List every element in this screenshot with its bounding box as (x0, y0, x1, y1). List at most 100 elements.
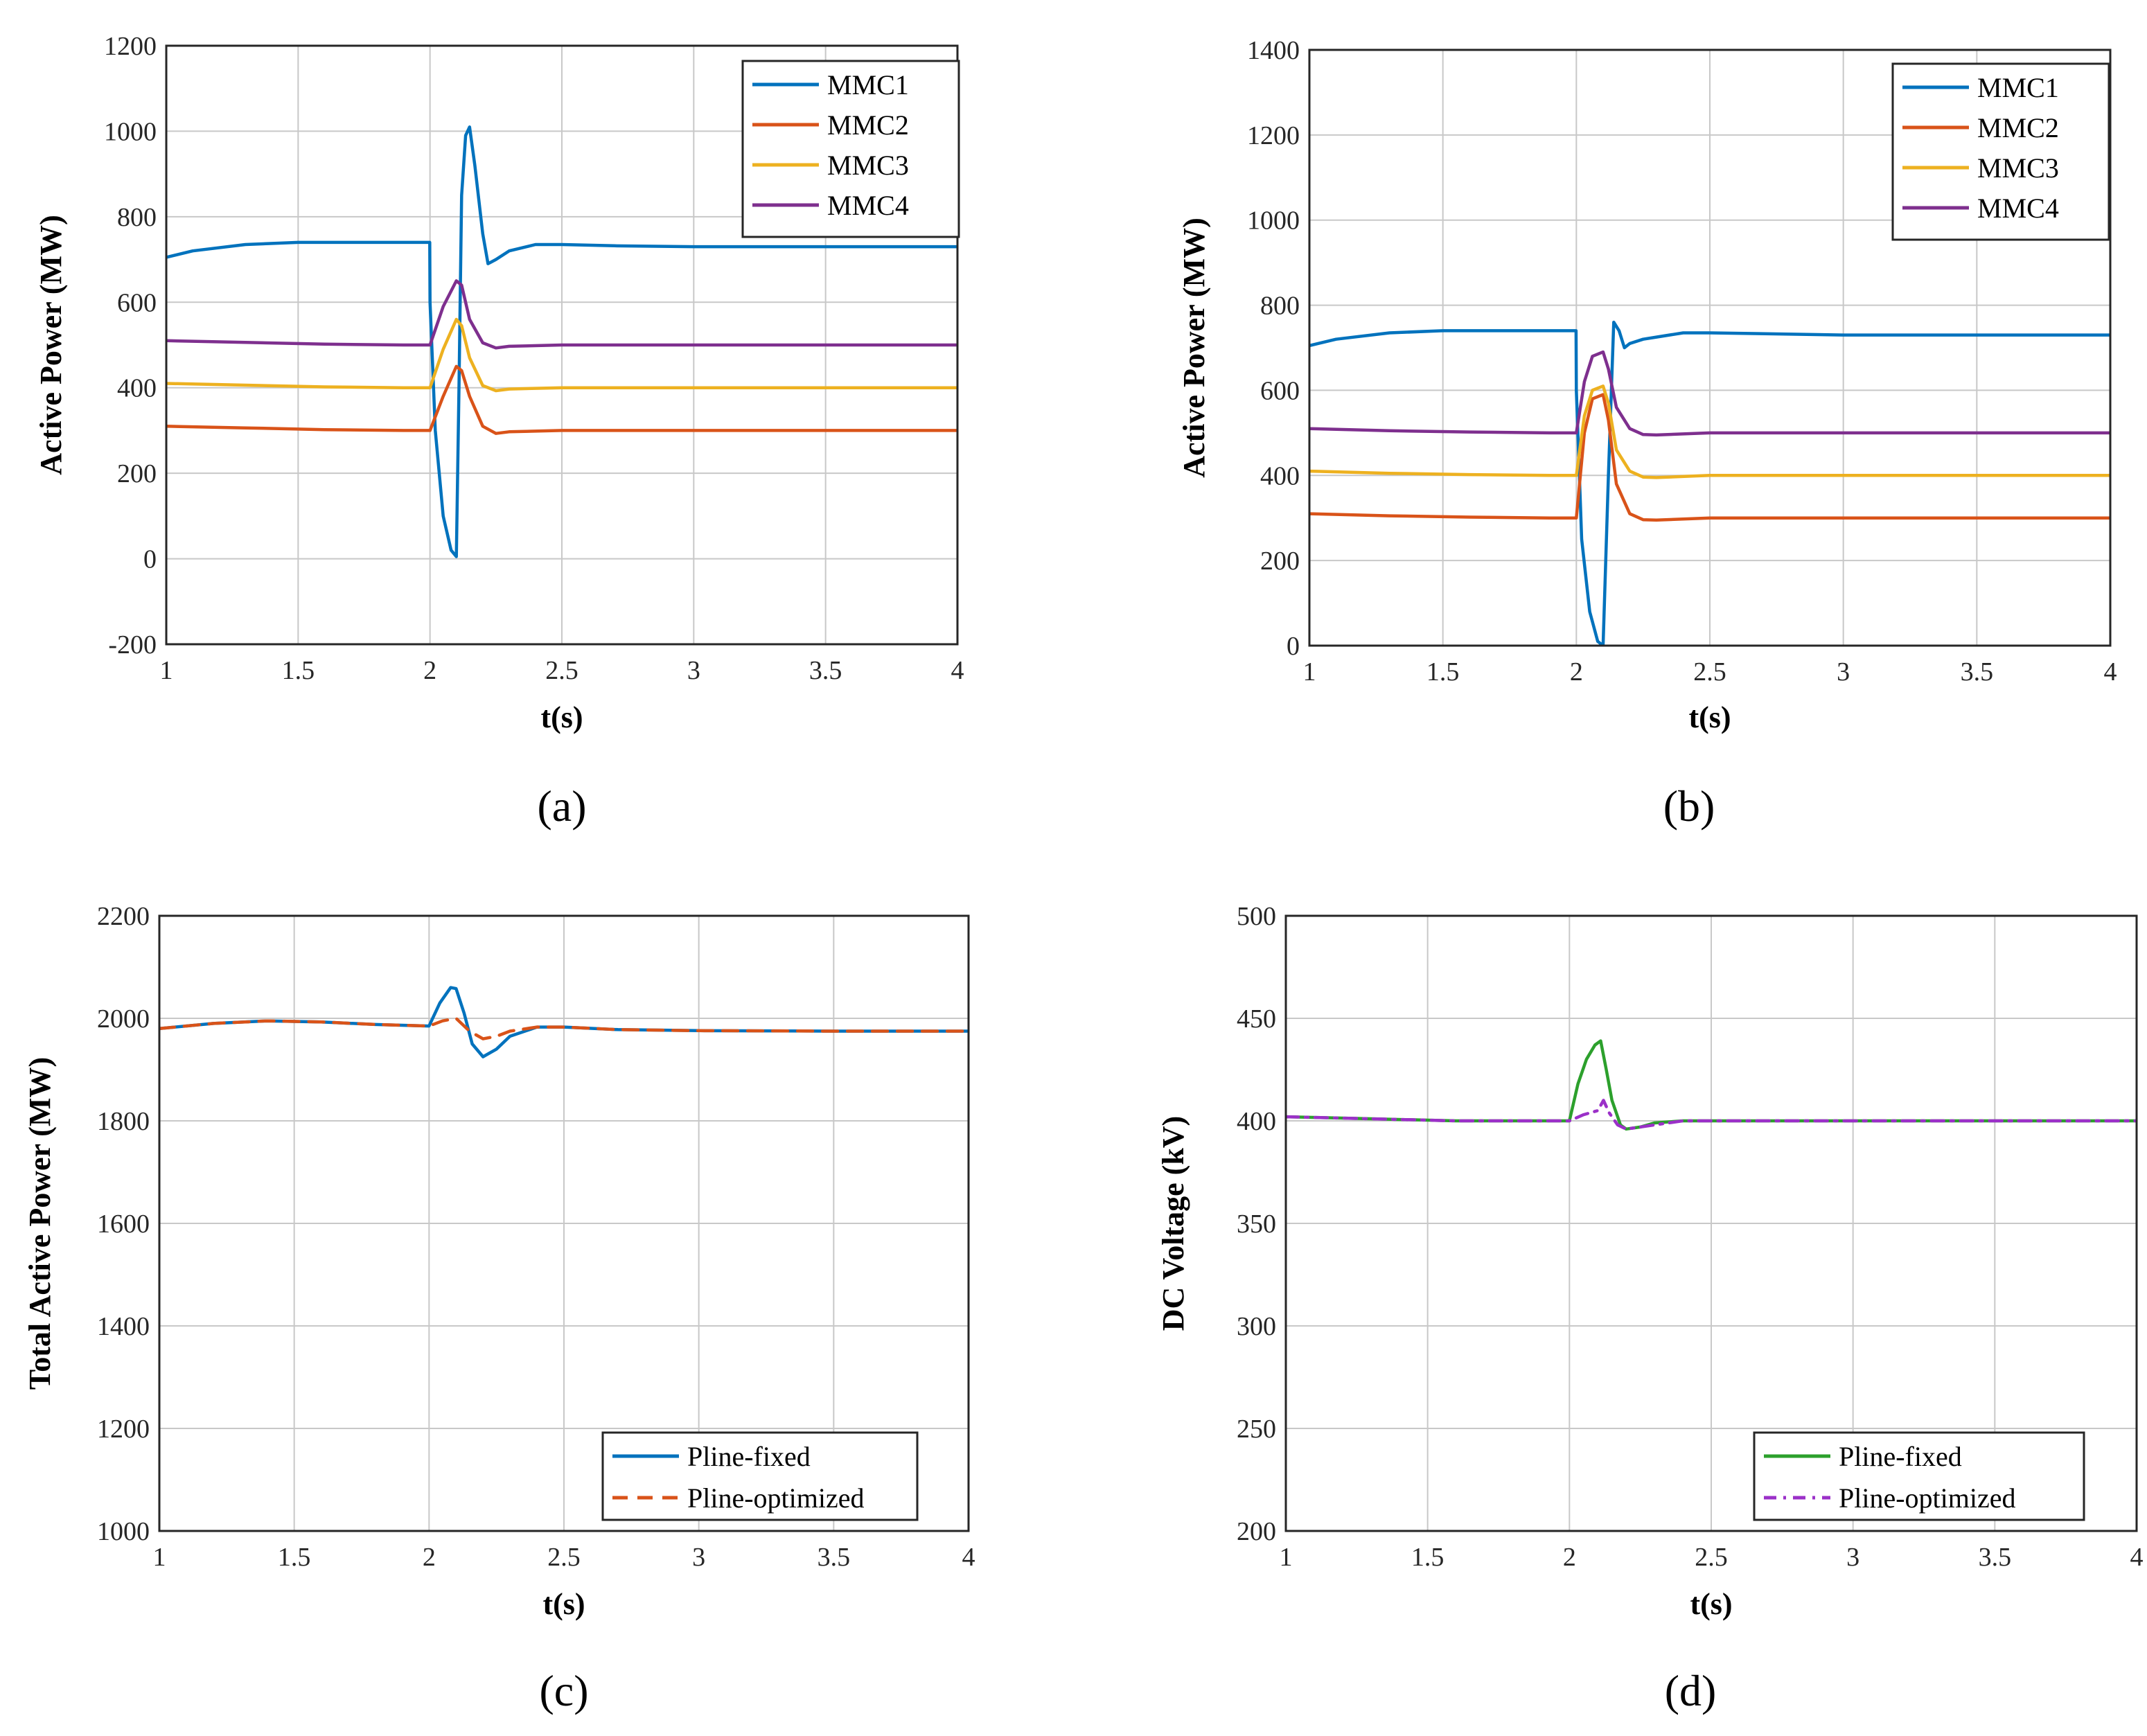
y-tick-label: 800 (117, 203, 157, 232)
y-tick-label: 1400 (1247, 36, 1300, 65)
panel-label: (a) (537, 781, 586, 831)
plot-frame (158, 914, 970, 1532)
series-line-mmc3 (1309, 384, 2110, 479)
legend-entry: Pline-fixed (687, 1441, 811, 1472)
legend-entry: Pline-optimized (687, 1482, 865, 1514)
chart-panel-a: 1 1.5 2 2.5 3 3.5 4 -200 0 200 400 600 800 1000 1200 MM… (34, 32, 964, 831)
chart-panel-d: 1 1.5 2 2.5 3 3.5 4 200 250 300 350 400 450 500 Pline-… (1156, 902, 2144, 1715)
panel-label: (b) (1663, 781, 1715, 831)
plot-frame (165, 44, 959, 646)
y-tick-label: 0 (143, 545, 157, 574)
panel-label: (d) (1665, 1666, 1717, 1715)
y-tick-label: 400 (1260, 461, 1300, 490)
plot-frame (1308, 48, 2112, 647)
x-tick-label: 4 (951, 656, 964, 685)
y-tick-label: 800 (1260, 292, 1300, 321)
legend-entry: MMC1 (1977, 72, 2059, 103)
legend-entry: MMC4 (1977, 193, 2059, 224)
legend-box (601, 1431, 919, 1521)
legend-entry: MMC4 (827, 190, 909, 221)
x-tick-label: 3 (692, 1543, 705, 1572)
legend: Pline-fixed Pline-optimized (1753, 1431, 2085, 1521)
x-tick-label: 3 (687, 656, 700, 685)
y-tick-label: -200 (108, 630, 157, 659)
y-tick-label: 400 (117, 374, 157, 403)
series-line-pline-optimized (1286, 1099, 2137, 1131)
x-tick-label: 3 (1837, 657, 1850, 687)
y-tick-label: 1600 (97, 1210, 150, 1239)
x-tick-label: 1 (1303, 657, 1316, 687)
y-tick-label: 1000 (1247, 206, 1300, 236)
y-tick-label: 1800 (97, 1107, 150, 1136)
x-tick-label: 3.5 (1961, 657, 1994, 687)
legend-entry: MMC2 (827, 109, 909, 141)
legend-entry: MMC3 (827, 150, 909, 181)
y-tick-label: 400 (1237, 1107, 1276, 1136)
x-tick-label: 2 (1563, 1543, 1576, 1572)
x-tick-label: 1 (1280, 1543, 1293, 1572)
y-tick-label: 200 (1260, 547, 1300, 576)
y-tick-label: 1000 (97, 1517, 150, 1546)
x-tick-label: 4 (2130, 1543, 2144, 1572)
y-tick-label: 1200 (1247, 121, 1300, 150)
y-axis-label: Total Active Power (MW) (23, 1057, 57, 1390)
legend-entry: MMC2 (1977, 112, 2059, 143)
x-tick-label: 2.5 (1693, 657, 1726, 687)
x-tick-label: 1.5 (282, 656, 315, 685)
x-tick-label: 1.5 (278, 1543, 311, 1572)
y-tick-label: 200 (1237, 1517, 1276, 1546)
x-axis-label: t(s) (1690, 1587, 1732, 1621)
chart-panel-c: 1 1.5 2 2.5 3 3.5 4 1000 1200 1400 1600 1800 2000 220… (23, 902, 975, 1715)
x-tick-label: 1.5 (1411, 1543, 1444, 1572)
y-tick-label: 2000 (97, 1004, 150, 1034)
x-axis-label: t(s) (542, 1587, 585, 1621)
series-line-mmc4 (1309, 350, 2110, 437)
x-tick-label: 1 (153, 1543, 166, 1572)
x-axis-label: t(s) (1688, 700, 1731, 734)
x-tick-label: 2 (423, 1543, 436, 1572)
y-axis-label: Active Power (MW) (34, 215, 68, 475)
series-line-mmc1 (1309, 320, 2110, 646)
y-tick-label: 1000 (104, 117, 157, 146)
y-tick-label: 200 (117, 459, 157, 488)
legend-box (1753, 1431, 2085, 1521)
y-tick-label: 1400 (97, 1312, 150, 1341)
legend-entry: MMC1 (827, 69, 909, 100)
y-tick-label: 600 (117, 288, 157, 317)
legend-entry: Pline-optimized (1839, 1482, 2016, 1514)
x-tick-label: 4 (2104, 657, 2117, 687)
y-tick-label: 1200 (104, 32, 157, 61)
y-axis-label: Active Power (MW) (1177, 218, 1211, 477)
x-tick-label: 2 (423, 656, 436, 685)
y-tick-label: 500 (1237, 902, 1276, 931)
y-tick-label: 450 (1237, 1004, 1276, 1034)
legend: Pline-fixed Pline-optimized (601, 1431, 919, 1521)
y-tick-label: 350 (1237, 1210, 1276, 1239)
x-tick-label: 2 (1570, 657, 1583, 687)
legend: MMC1 MMC2 MMC3 MMC4 (1891, 62, 2110, 241)
legend-box (741, 60, 960, 238)
series-line-pline-optimized (159, 1016, 969, 1040)
x-tick-label: 3.5 (809, 656, 842, 685)
x-axis-label: t(s) (540, 700, 583, 734)
y-tick-label: 600 (1260, 376, 1300, 405)
x-tick-label: 1.5 (1426, 657, 1460, 687)
legend-entry: Pline-fixed (1839, 1441, 1962, 1472)
x-tick-label: 2.5 (545, 656, 578, 685)
legend-entry: MMC3 (1977, 152, 2059, 184)
legend-box (1891, 62, 2110, 241)
x-tick-label: 3.5 (818, 1543, 851, 1572)
y-tick-label: 2200 (97, 902, 150, 931)
series-line-mmc4 (166, 279, 957, 350)
y-tick-label: 300 (1237, 1312, 1276, 1341)
panel-label: (c) (539, 1666, 588, 1715)
x-tick-label: 2.5 (547, 1543, 581, 1572)
x-tick-label: 3 (1846, 1543, 1859, 1572)
x-tick-label: 1 (160, 656, 173, 685)
x-tick-label: 3.5 (1979, 1543, 2012, 1572)
series-line-mmc3 (166, 317, 957, 393)
y-tick-label: 0 (1287, 632, 1300, 661)
y-tick-label: 250 (1237, 1415, 1276, 1444)
series-line-mmc2 (166, 364, 957, 435)
